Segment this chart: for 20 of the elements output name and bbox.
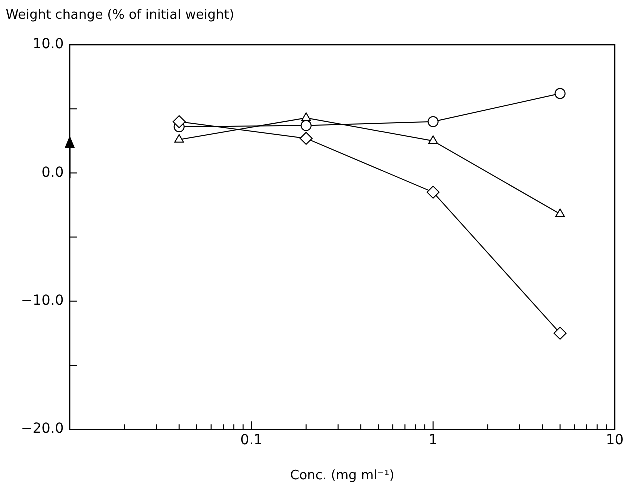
x-tick-label: 10 [606,432,624,449]
point [300,132,313,146]
x-axis-title: Conc. (mg ml⁻¹) [290,468,395,484]
x-tick-label: 1 [428,432,438,449]
y-axis-title: Weight change (% of initial weight) [6,8,234,23]
point [302,112,312,122]
point [300,120,312,132]
point [554,326,567,340]
point [174,134,184,143]
point [554,88,566,100]
point [428,136,438,144]
y-tick-label: −20.0 [21,421,64,438]
x-tick-label: 0.1 [240,432,263,449]
y-tick-label: 10.0 [32,36,64,53]
point [555,208,566,218]
y-tick-label: −10.0 [21,293,64,310]
point [172,115,186,128]
y-tick-label: 0.0 [42,164,64,181]
point [426,186,440,199]
point [428,116,439,128]
